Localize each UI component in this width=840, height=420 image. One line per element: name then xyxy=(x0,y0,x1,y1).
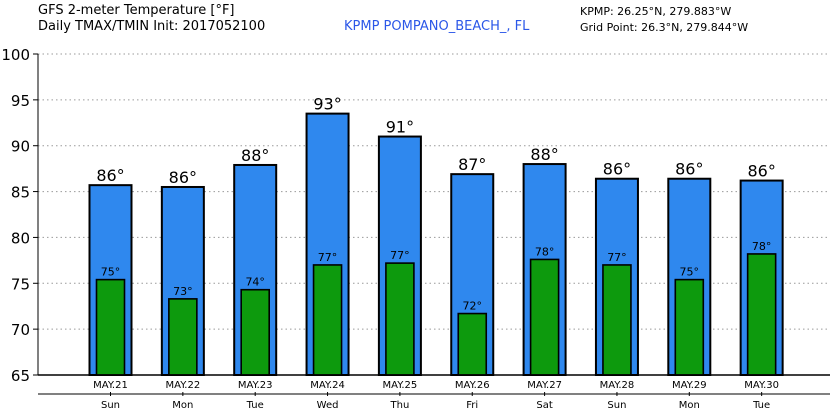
chart-title: GFS 2-meter Temperature [°F] xyxy=(38,3,235,18)
x-day-label: Sun xyxy=(607,400,626,411)
y-tick-label: 90 xyxy=(11,138,30,156)
station-coordinates: KPMP: 26.25°N, 279.883°W xyxy=(580,5,732,18)
tmin-label: 73° xyxy=(173,285,193,298)
tmax-label: 88° xyxy=(241,146,269,165)
x-day-label: Tue xyxy=(246,400,264,411)
x-date-label: MAY.25 xyxy=(383,380,418,391)
tmin-label: 74° xyxy=(245,276,265,289)
tmax-label: 86° xyxy=(675,160,703,179)
x-date-label: MAY.26 xyxy=(455,380,490,391)
station-name: KPMP POMPANO_BEACH_, FL xyxy=(344,19,530,34)
x-date-label: MAY.21 xyxy=(93,380,128,391)
x-date-label: MAY.23 xyxy=(238,380,273,391)
x-day-label: Tue xyxy=(752,400,770,411)
x-date-label: MAY.28 xyxy=(600,380,635,391)
x-day-label: Thu xyxy=(390,400,410,411)
tmin-bar xyxy=(529,258,560,376)
tmin-bar xyxy=(602,264,632,376)
x-date-label: MAY.30 xyxy=(744,380,779,391)
tmax-label: 91° xyxy=(386,118,414,137)
y-tick-label: 95 xyxy=(11,92,30,110)
x-day-label: Mon xyxy=(172,400,193,411)
tmin-label: 77° xyxy=(390,249,410,262)
tmin-label: 75° xyxy=(101,266,121,279)
tmin-bar xyxy=(746,253,777,376)
x-day-label: Fri xyxy=(466,400,478,411)
tmax-label: 88° xyxy=(530,145,558,164)
x-day-label: Mon xyxy=(679,400,700,411)
tmin-label: 75° xyxy=(680,266,700,279)
tmin-label: 77° xyxy=(318,251,338,264)
tmin-bar xyxy=(312,264,343,376)
x-day-label: Sun xyxy=(101,400,120,411)
tmax-label: 86° xyxy=(747,162,775,181)
tmin-label: 78° xyxy=(752,240,772,253)
y-tick-label: 100 xyxy=(1,46,30,64)
tmax-label: 93° xyxy=(313,95,341,114)
x-day-label: Wed xyxy=(317,400,339,411)
tmin-bar xyxy=(168,298,198,376)
tmin-label: 78° xyxy=(535,245,555,258)
tmin-label: 72° xyxy=(463,300,483,313)
x-date-label: MAY.29 xyxy=(672,380,707,391)
tmin-bar xyxy=(95,278,126,376)
x-date-label: MAY.22 xyxy=(166,380,201,391)
x-date-label: MAY.27 xyxy=(527,380,562,391)
y-tick-label: 85 xyxy=(11,184,30,202)
tmin-bar xyxy=(457,312,488,376)
x-date-label: MAY.24 xyxy=(310,380,345,391)
tmin-label: 77° xyxy=(607,251,627,264)
tmin-bar xyxy=(385,262,415,376)
tmin-bar xyxy=(674,278,705,376)
x-day-label: Sat xyxy=(536,400,552,411)
chart-subtitle: Daily TMAX/TMIN Init: 2017052100 xyxy=(38,19,266,34)
tmin-bar xyxy=(240,288,270,376)
tmax-label: 87° xyxy=(458,155,486,174)
tmax-label: 86° xyxy=(169,168,197,187)
y-tick-label: 65 xyxy=(11,367,30,385)
y-tick-label: 75 xyxy=(11,275,30,293)
tmax-label: 86° xyxy=(96,166,124,185)
y-tick-label: 80 xyxy=(11,229,30,247)
grid-point-coordinates: Grid Point: 26.3°N, 279.844°W xyxy=(580,21,749,34)
y-tick-label: 70 xyxy=(11,321,30,339)
tmax-label: 86° xyxy=(603,160,631,179)
